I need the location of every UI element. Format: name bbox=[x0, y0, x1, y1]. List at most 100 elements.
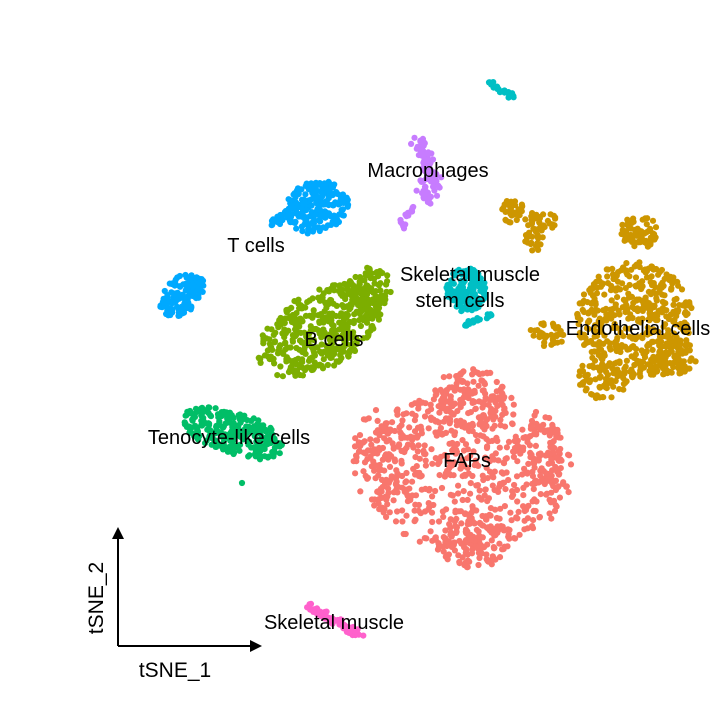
point-3 bbox=[363, 319, 371, 326]
point-6 bbox=[389, 419, 396, 426]
point-6 bbox=[490, 544, 497, 551]
point-5 bbox=[208, 441, 215, 448]
point-7 bbox=[326, 619, 333, 626]
point-6 bbox=[356, 447, 363, 455]
point-6 bbox=[440, 513, 447, 521]
point-4 bbox=[581, 341, 588, 348]
point-3 bbox=[281, 334, 288, 341]
point-6 bbox=[409, 410, 416, 417]
point-4 bbox=[628, 266, 635, 273]
point-3 bbox=[333, 302, 340, 309]
point-3 bbox=[334, 345, 341, 352]
point-0 bbox=[420, 195, 427, 202]
point-4 bbox=[676, 370, 683, 377]
point-4 bbox=[541, 339, 548, 346]
point-6 bbox=[372, 475, 379, 482]
point-4 bbox=[580, 379, 587, 386]
point-6 bbox=[409, 442, 416, 449]
point-5 bbox=[199, 408, 206, 415]
point-4 bbox=[602, 375, 610, 383]
point-1 bbox=[279, 211, 287, 219]
point-4 bbox=[639, 216, 646, 223]
point-4 bbox=[580, 291, 588, 298]
point-4 bbox=[629, 304, 636, 311]
label-tenocyte-like-cells: Tenocyte-like cells bbox=[148, 427, 310, 449]
cluster-labels: Macrophages T cells Skeletal muscle stem… bbox=[148, 160, 710, 634]
point-6 bbox=[421, 442, 428, 449]
point-6 bbox=[379, 504, 386, 511]
point-4 bbox=[683, 337, 690, 344]
point-1 bbox=[184, 293, 191, 300]
point-3 bbox=[345, 352, 352, 359]
point-4 bbox=[654, 316, 661, 324]
point-6 bbox=[446, 470, 453, 478]
point-3 bbox=[293, 310, 300, 317]
point-5 bbox=[227, 412, 235, 419]
point-6 bbox=[447, 491, 454, 498]
point-3 bbox=[290, 318, 297, 325]
point-6 bbox=[427, 528, 434, 535]
point-6 bbox=[384, 501, 391, 508]
point-6 bbox=[434, 460, 442, 468]
point-6 bbox=[482, 486, 489, 493]
point-6 bbox=[418, 426, 425, 433]
point-5 bbox=[215, 428, 222, 435]
point-3 bbox=[321, 308, 328, 315]
point-1 bbox=[306, 213, 313, 220]
point-2 bbox=[471, 301, 478, 308]
point-7 bbox=[304, 604, 311, 611]
point-4 bbox=[653, 295, 660, 302]
point-6 bbox=[465, 470, 472, 477]
point-6 bbox=[412, 454, 419, 461]
point-6 bbox=[467, 480, 474, 487]
point-6 bbox=[537, 491, 544, 498]
point-5 bbox=[237, 433, 244, 440]
point-4 bbox=[601, 332, 608, 339]
point-6 bbox=[510, 481, 518, 489]
point-6 bbox=[443, 506, 450, 513]
point-4 bbox=[658, 284, 665, 291]
point-4 bbox=[656, 349, 663, 356]
point-3 bbox=[339, 311, 346, 318]
point-3 bbox=[371, 295, 379, 302]
point-4 bbox=[543, 332, 550, 339]
point-4 bbox=[522, 216, 529, 223]
point-4 bbox=[608, 380, 615, 387]
point-2 bbox=[480, 288, 487, 295]
point-6 bbox=[466, 520, 473, 527]
point-2 bbox=[467, 281, 474, 288]
point-3 bbox=[314, 312, 322, 319]
point-4 bbox=[536, 219, 543, 226]
point-4 bbox=[643, 348, 650, 355]
point-6 bbox=[412, 516, 419, 523]
point-4 bbox=[511, 198, 519, 205]
point-6 bbox=[476, 487, 483, 494]
point-6 bbox=[460, 488, 467, 495]
point-1 bbox=[184, 303, 191, 311]
point-4 bbox=[556, 330, 563, 337]
point-3 bbox=[264, 325, 271, 332]
point-3 bbox=[324, 287, 331, 294]
point-6 bbox=[440, 543, 447, 550]
point-3 bbox=[320, 356, 327, 363]
point-6 bbox=[371, 467, 378, 474]
point-3 bbox=[305, 357, 313, 364]
point-6 bbox=[494, 437, 501, 445]
point-4 bbox=[629, 335, 636, 342]
point-6 bbox=[446, 521, 453, 528]
point-6 bbox=[404, 491, 411, 498]
point-0 bbox=[435, 182, 442, 189]
point-6 bbox=[524, 515, 532, 522]
point-3 bbox=[344, 312, 351, 319]
point-6 bbox=[461, 544, 468, 551]
point-6 bbox=[394, 471, 401, 478]
point-2 bbox=[469, 274, 476, 281]
point-1 bbox=[286, 217, 293, 224]
label-msc-line2: stem cells bbox=[416, 290, 505, 312]
point-4 bbox=[673, 295, 680, 302]
point-4 bbox=[660, 323, 667, 330]
point-4 bbox=[603, 385, 610, 392]
point-4 bbox=[647, 364, 655, 371]
point-6 bbox=[511, 437, 518, 445]
point-4 bbox=[593, 328, 600, 336]
